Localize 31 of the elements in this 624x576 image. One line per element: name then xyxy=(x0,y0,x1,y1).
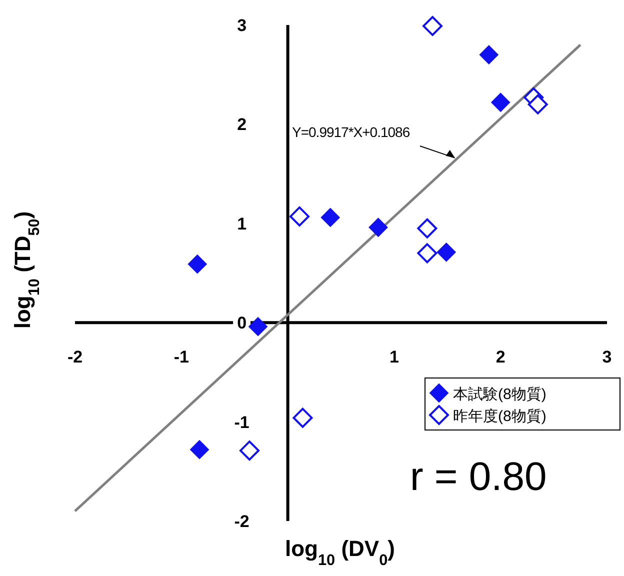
x-tick-label: 2 xyxy=(496,348,506,367)
point xyxy=(248,317,268,336)
x-tick-label: 1 xyxy=(389,348,399,367)
annotation: r = 0.80 xyxy=(410,455,547,499)
point xyxy=(368,218,388,237)
point xyxy=(290,206,310,226)
point xyxy=(436,242,456,262)
y-tick-label: 3 xyxy=(237,16,247,35)
x-axis-title: log$_{10}$ (DV$_{0}$) xyxy=(284,536,396,568)
point xyxy=(417,218,438,238)
y-tick-label: 1 xyxy=(237,214,247,234)
legend-label: 昨年度(8物質) xyxy=(453,408,546,425)
point xyxy=(239,440,260,461)
y-tick-label: -2 xyxy=(234,512,250,531)
x-tick-label: -2 xyxy=(67,348,83,367)
point xyxy=(190,440,209,460)
point xyxy=(479,45,498,64)
x-tick-label: -1 xyxy=(174,348,189,367)
point xyxy=(422,16,443,36)
point xyxy=(292,408,313,428)
y-tick-label: 2 xyxy=(237,115,247,134)
y-tick-label: -1 xyxy=(234,412,250,432)
point xyxy=(417,243,438,264)
y-tick-label: 0 xyxy=(237,314,247,333)
point xyxy=(528,94,548,114)
point xyxy=(320,208,340,227)
annotation: Y=0.9917*X+0.1086 xyxy=(292,124,410,140)
legend-label: 本試験(8物質) xyxy=(453,386,546,403)
point xyxy=(188,254,207,274)
point xyxy=(491,92,510,112)
x-tick-label: 3 xyxy=(602,348,612,367)
